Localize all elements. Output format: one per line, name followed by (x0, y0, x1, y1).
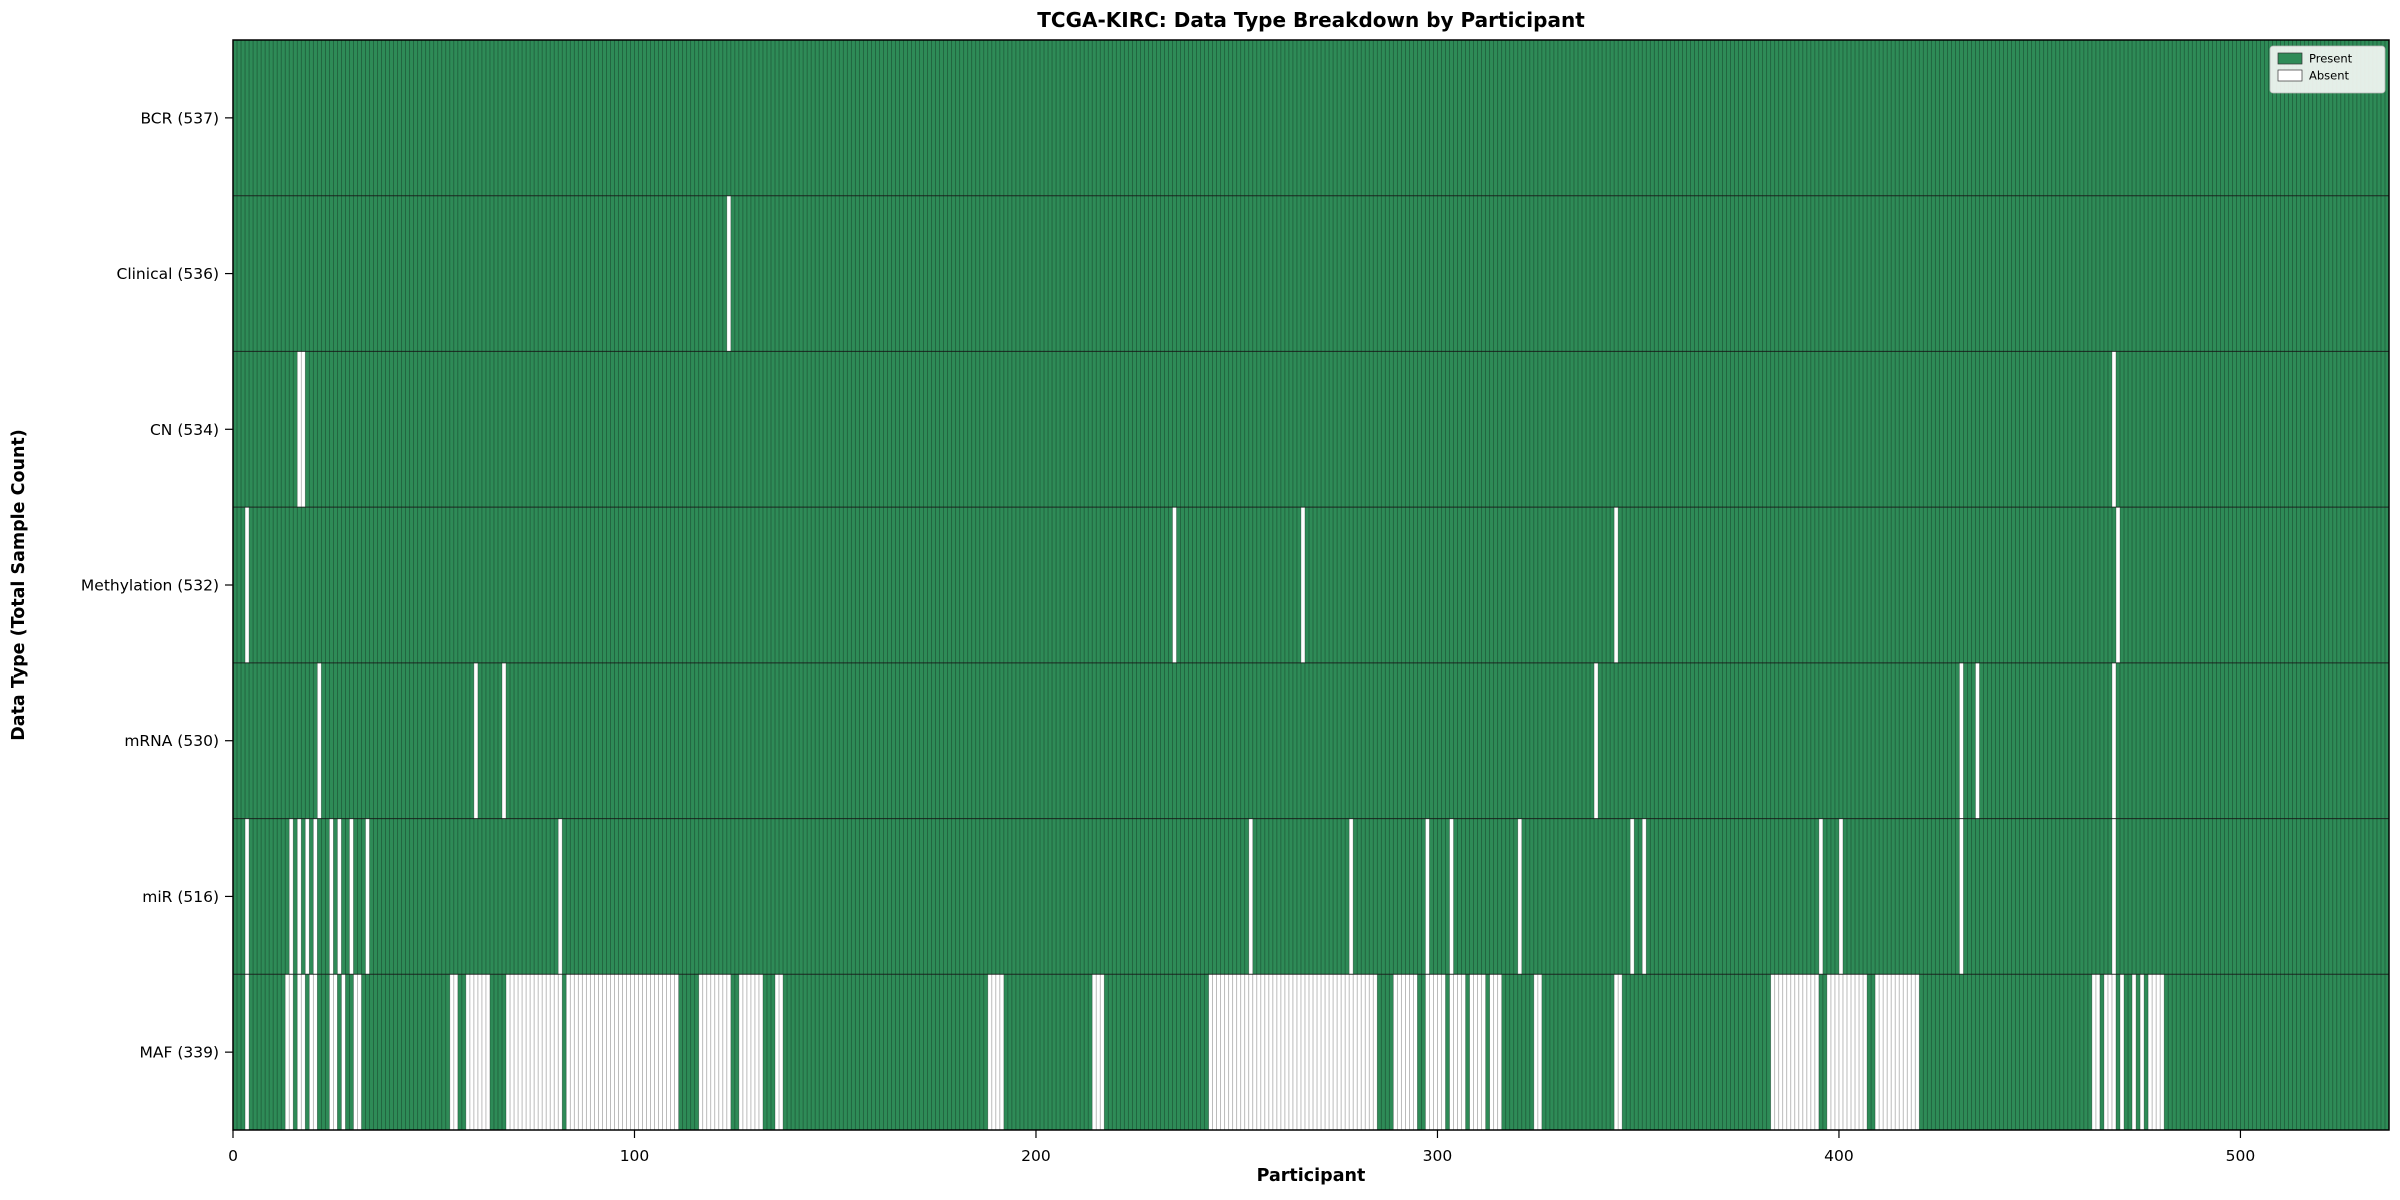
y-tick-label: mRNA (530) (124, 732, 219, 750)
y-tick-label: CN (534) (150, 421, 219, 439)
absent-cell (1533, 974, 1542, 1130)
absent-cell (1393, 974, 1418, 1130)
absent-cell (1449, 974, 1466, 1130)
absent-cell (1425, 974, 1446, 1130)
row-methylation (233, 507, 2389, 663)
absent-cell (349, 818, 354, 975)
y-tick-label: Methylation (532) (81, 577, 219, 595)
absent-cell (1248, 818, 1253, 975)
y-tick-label: MAF (339) (140, 1044, 220, 1062)
absent-cell (2111, 662, 2116, 819)
absent-cell (987, 974, 1004, 1130)
absent-cell (329, 818, 334, 975)
x-tick-label: 0 (228, 1147, 238, 1165)
absent-cell (313, 818, 318, 975)
absent-cell (329, 974, 338, 1130)
absent-cell (1300, 507, 1305, 663)
absent-cell (501, 662, 507, 819)
chart-title: TCGA-KIRC: Data Type Breakdown by Partic… (1037, 8, 1585, 32)
absent-cell (1594, 662, 1599, 819)
legend: Present Absent (2269, 45, 2386, 94)
absent-cell (297, 351, 306, 508)
absent-cell (1489, 974, 1502, 1130)
absent-cell (1449, 818, 1454, 975)
row-mrna (233, 662, 2389, 819)
legend-present-swatch (2277, 52, 2303, 65)
absent-cell (1614, 507, 1619, 663)
absent-cell (506, 974, 563, 1130)
absent-cell (558, 818, 563, 975)
absent-cell (1349, 818, 1354, 975)
absent-cell (566, 974, 679, 1130)
absent-cell (289, 818, 294, 975)
y-tick-label: BCR (537) (140, 109, 219, 127)
absent-cell (309, 974, 318, 1130)
absent-cell (305, 818, 310, 975)
absent-cell (1208, 974, 1378, 1130)
x-tick-label: 500 (2226, 1147, 2256, 1165)
absent-cell (1818, 818, 1823, 975)
absent-cell (2120, 974, 2125, 1130)
absent-cell (449, 974, 458, 1130)
absent-cell (1959, 662, 1964, 819)
absent-cell (775, 974, 784, 1130)
row-bcr (233, 40, 2389, 196)
absent-cell (2111, 818, 2116, 975)
absent-cell (1959, 818, 1964, 975)
absent-cell (245, 507, 250, 663)
absent-cell (1826, 974, 1868, 1130)
absent-cell (297, 818, 302, 975)
legend-absent-swatch (2277, 69, 2303, 82)
x-tick-label: 300 (1423, 1147, 1453, 1165)
absent-cell (2103, 974, 2116, 1130)
absent-cell (1875, 974, 1920, 1130)
absent-cell (1092, 974, 1105, 1130)
row-mir (233, 818, 2389, 975)
y-tick-label: Clinical (536) (117, 265, 220, 283)
x-tick-label: 200 (1021, 1147, 1051, 1165)
absent-cell (2140, 974, 2145, 1130)
absent-cell (2091, 974, 2100, 1130)
row-cn (233, 351, 2389, 508)
absent-cell (1975, 662, 1980, 819)
absent-cell (1642, 818, 1647, 975)
x-tick-label: 400 (1824, 1147, 1854, 1165)
row-clinical (233, 195, 2389, 352)
absent-cell (1172, 507, 1177, 663)
absent-cell (1469, 974, 1486, 1130)
absent-cell (738, 974, 763, 1130)
legend-absent-label: Absent (2309, 69, 2350, 83)
absent-cell (1630, 818, 1635, 975)
y-axis-label: Data Type (Total Sample Count) (9, 429, 29, 741)
x-axis-label: Participant (1257, 1166, 1366, 1186)
absent-cell (365, 818, 370, 975)
absent-cell (317, 662, 322, 819)
absent-cell (698, 974, 731, 1130)
absent-cell (726, 195, 731, 352)
absent-cell (337, 818, 342, 975)
absent-cell (473, 662, 478, 819)
absent-cell (297, 974, 306, 1130)
absent-cell (465, 974, 490, 1130)
absent-cell (341, 974, 346, 1130)
absent-cell (2148, 974, 2165, 1130)
absent-cell (353, 974, 362, 1130)
absent-cell (2132, 974, 2137, 1130)
absent-cell (2111, 351, 2116, 508)
absent-cell (245, 818, 250, 975)
absent-cell (1614, 974, 1623, 1130)
absent-cell (245, 974, 250, 1130)
absent-cell (1517, 818, 1522, 975)
legend-present-label: Present (2309, 52, 2353, 66)
absent-cell (1770, 974, 1819, 1130)
x-tick-label: 100 (620, 1147, 650, 1165)
plot-area: 0 100 200 300 400 500 BCR (537) Clinical (536) C… (81, 39, 2390, 1165)
absent-cell (1425, 818, 1430, 975)
absent-cell (1838, 818, 1843, 975)
absent-cell (2115, 507, 2121, 663)
absent-cell (285, 974, 294, 1130)
y-tick-label: miR (516) (142, 888, 219, 906)
